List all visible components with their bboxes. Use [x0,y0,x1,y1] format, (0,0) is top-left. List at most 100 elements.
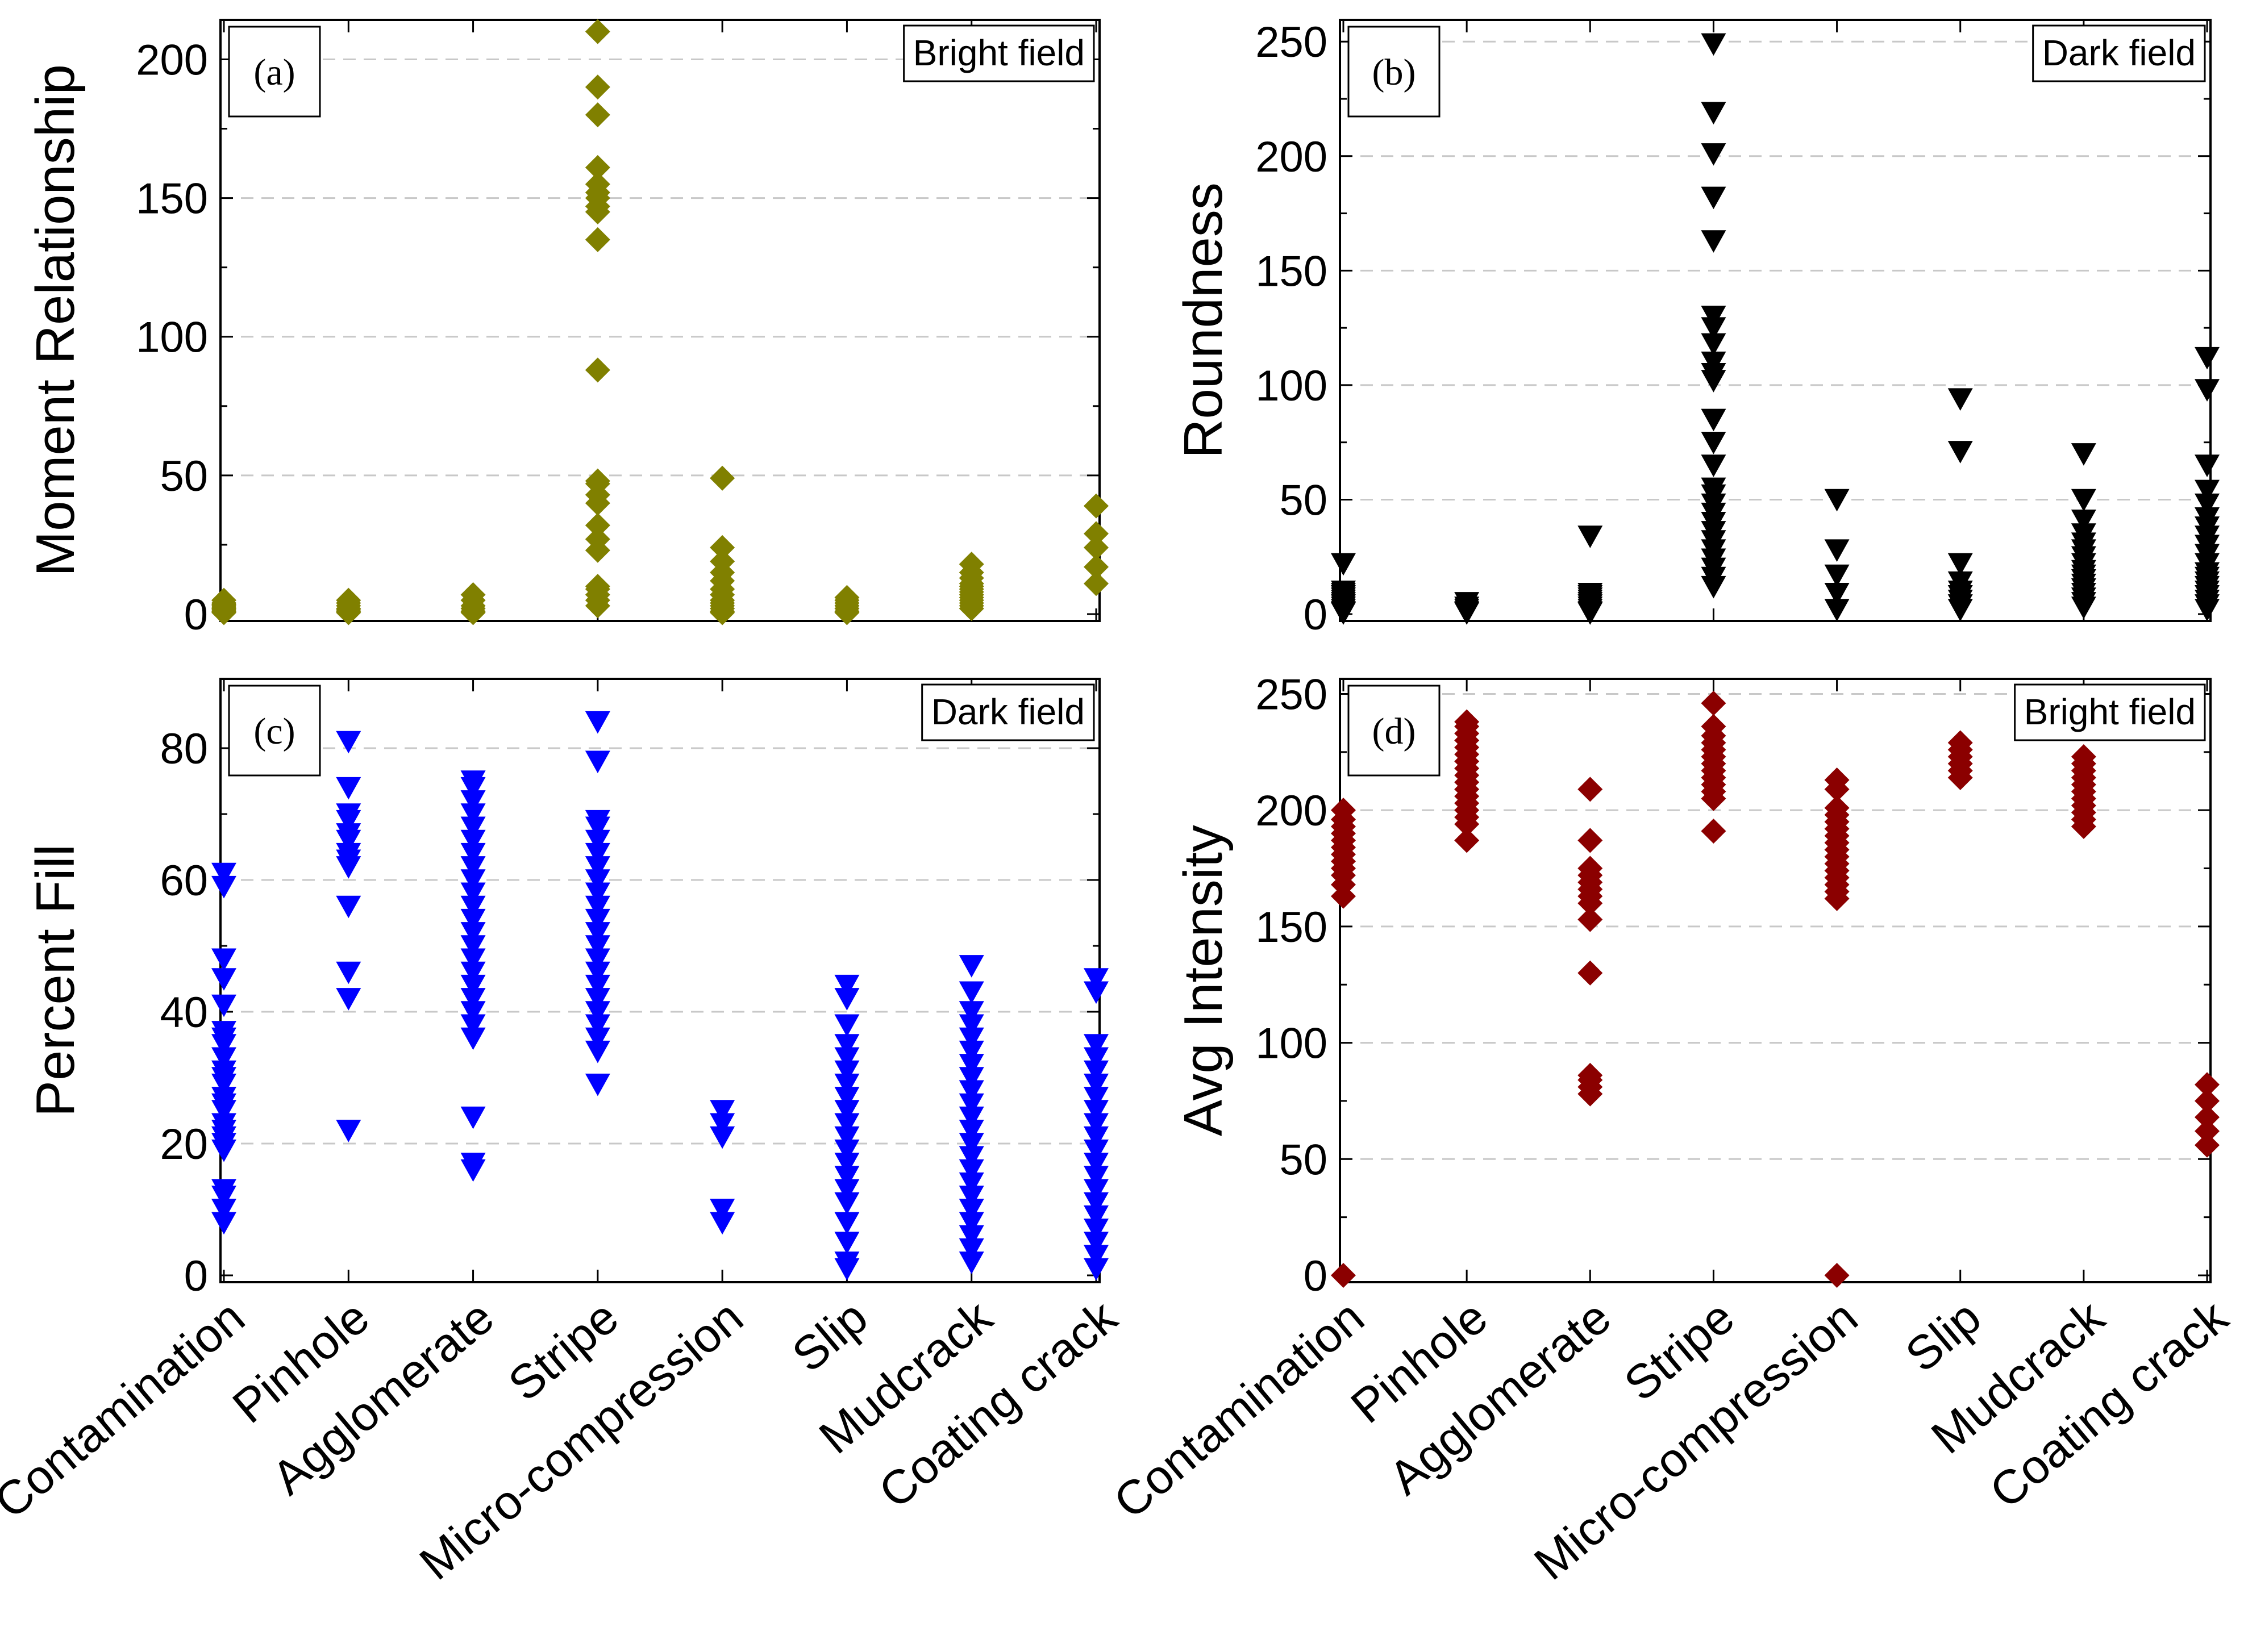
data-point [336,587,361,613]
data-point [1824,767,1850,792]
data-point [1084,554,1109,579]
data-point [710,1100,735,1123]
data-point [2071,744,2096,770]
data-point [1701,33,1726,56]
data-point [1084,1047,1109,1070]
data-point [1824,795,1850,821]
data-point [1084,1219,1109,1241]
data-point [1701,186,1726,210]
data-point [336,823,361,846]
data-point [460,1001,486,1024]
data-point [2195,347,2220,370]
data-point [959,1212,984,1235]
data-point [710,535,735,560]
data-point [460,816,486,840]
data-point [1824,489,1850,512]
field-label-box [903,24,1095,82]
data-point [1947,571,1973,594]
data-point [211,1060,236,1083]
data-point [959,1080,984,1103]
data-point [710,1113,735,1136]
data-point [1084,521,1109,547]
data-point [959,1146,984,1169]
y-tick-label: 250 [1255,670,1327,719]
y-tick-label: 20 [160,1120,208,1169]
data-point [1701,102,1726,125]
data-point [585,1001,610,1024]
data-point [1084,1113,1109,1136]
data-point [211,1087,236,1109]
data-point [2195,1072,2220,1098]
data-point [959,1106,984,1129]
data-point [959,1172,984,1195]
data-point [834,974,860,998]
data-point [959,1014,984,1037]
y-tick-label: 150 [136,175,208,223]
data-point [1084,1245,1109,1268]
data-point [1084,1100,1109,1123]
data-point [1084,1192,1109,1215]
data-point [834,1087,860,1109]
data-point [1577,1062,1603,1088]
data-point [1701,363,1726,386]
data-point [834,1251,860,1274]
category-label: Contamination [0,1290,255,1529]
data-point [1947,730,1973,756]
data-point [585,856,610,879]
data-point [710,1212,735,1235]
data-point [1947,553,1973,576]
data-point [959,552,984,577]
data-point [1084,1258,1109,1281]
data-point [211,875,236,899]
data-point [585,512,610,538]
data-point [1947,388,1973,411]
data-point [585,527,610,552]
data-point [2071,443,2096,466]
data-point [1331,1263,1356,1288]
data-point [585,357,610,383]
data-point [834,1153,860,1175]
data-point [585,948,610,971]
panel-tag-box [228,26,321,118]
y-tick-label: 0 [184,591,208,639]
field-label-box [2032,24,2206,82]
data-point [460,582,486,607]
data-point [211,862,236,886]
data-point [834,1192,860,1215]
data-point [1084,1126,1109,1149]
y-tick-label: 150 [1255,247,1327,295]
data-point [1577,907,1603,932]
data-point [1084,1205,1109,1228]
data-point [834,1047,860,1070]
data-point [1577,777,1603,802]
data-point [460,961,486,984]
data-point [959,1067,984,1090]
data-point [460,948,486,971]
data-point [1701,333,1726,356]
data-point [959,1251,984,1274]
y-tick-label: 50 [160,452,208,500]
data-point [1084,493,1109,519]
data-point [959,1186,984,1208]
data-point [585,711,610,734]
y-tick-label: 40 [160,988,208,1037]
data-point [834,1100,860,1123]
y-tick-label: 250 [1255,18,1327,66]
data-point [336,895,361,919]
y-tick-label: 200 [1255,133,1327,181]
data-point [211,1113,236,1136]
data-point [1824,539,1850,562]
data-point [1824,564,1850,587]
data-point [2195,493,2220,516]
data-point [460,988,486,1011]
data-point [585,810,610,833]
data-point [585,172,610,197]
data-point [1577,856,1603,881]
data-point [336,842,361,866]
data-point [959,1199,984,1221]
data-point [585,869,610,892]
data-point [2071,523,2096,546]
data-point [2195,507,2220,530]
data-point [1577,525,1603,548]
data-point [959,1093,984,1116]
